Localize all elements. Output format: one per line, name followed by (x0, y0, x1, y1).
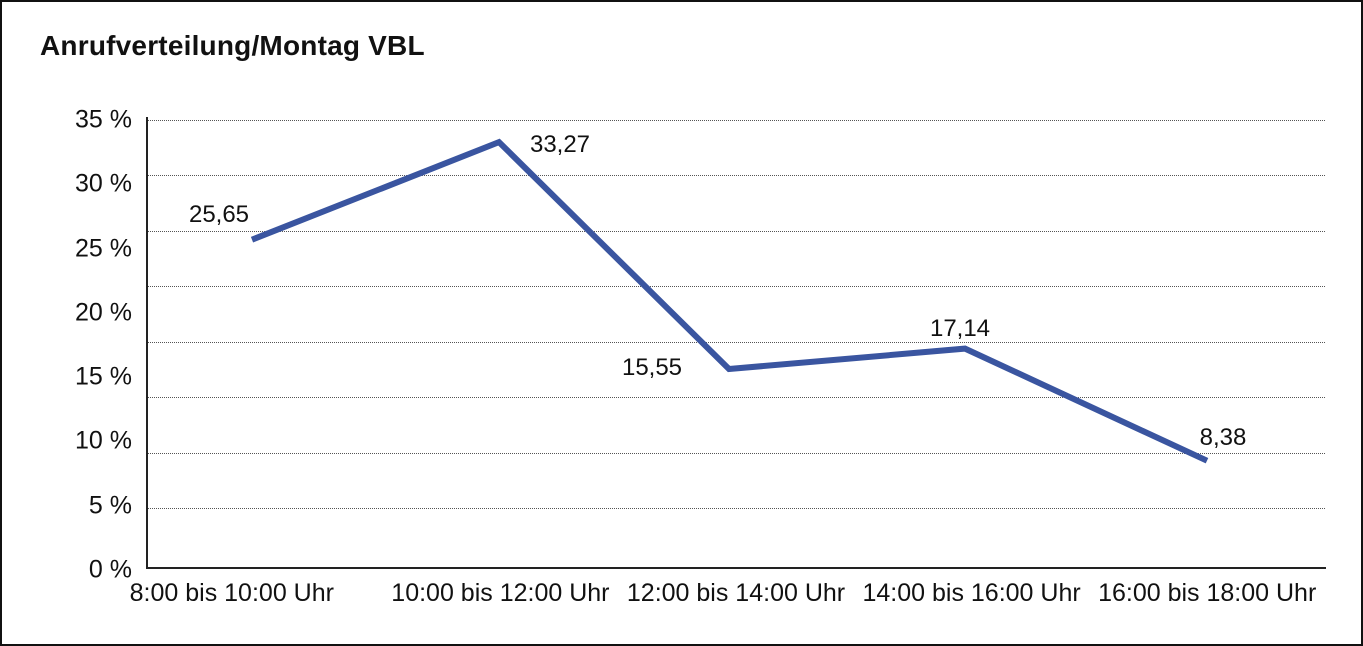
x-category-label: 14:00 bis 16:00 Uhr (862, 579, 1081, 607)
y-tick-label: 0 % (88, 555, 132, 584)
x-category-label: 12:00 bis 14:00 Uhr (626, 579, 846, 607)
y-tick-label: 30 % (75, 169, 132, 198)
data-point-label: 25,65 (188, 200, 250, 228)
data-line (250, 138, 1209, 464)
y-tick-label: 15 % (75, 362, 132, 391)
data-point-label: 33,27 (529, 131, 591, 159)
data-point-label: 15,55 (621, 353, 683, 381)
x-category-label: 8:00 bis 10:00 Uhr (129, 579, 334, 607)
y-axis-line (146, 117, 148, 569)
y-tick-label: 35 % (75, 105, 132, 134)
y-tick-label: 5 % (88, 491, 132, 520)
x-axis-line (146, 567, 1326, 569)
data-point-label: 8,38 (1199, 423, 1247, 451)
gridline (147, 397, 1325, 399)
y-tick-label: 10 % (75, 426, 132, 455)
gridline (147, 508, 1325, 509)
gridline (147, 120, 1325, 121)
gridline (147, 230, 1325, 232)
y-tick-label: 25 % (75, 234, 132, 263)
gridline (147, 175, 1325, 177)
data-point-label: 17,14 (929, 314, 991, 342)
gridline (147, 341, 1325, 343)
gridline (147, 286, 1325, 288)
y-tick-label: 20 % (75, 298, 132, 327)
x-category-label: 16:00 bis 18:00 Uhr (1098, 579, 1317, 607)
gridline (147, 452, 1325, 454)
chart-title: Anrufverteilung/Montag VBL (40, 30, 425, 61)
x-category-label: 10:00 bis 12:00 Uhr (391, 579, 610, 607)
